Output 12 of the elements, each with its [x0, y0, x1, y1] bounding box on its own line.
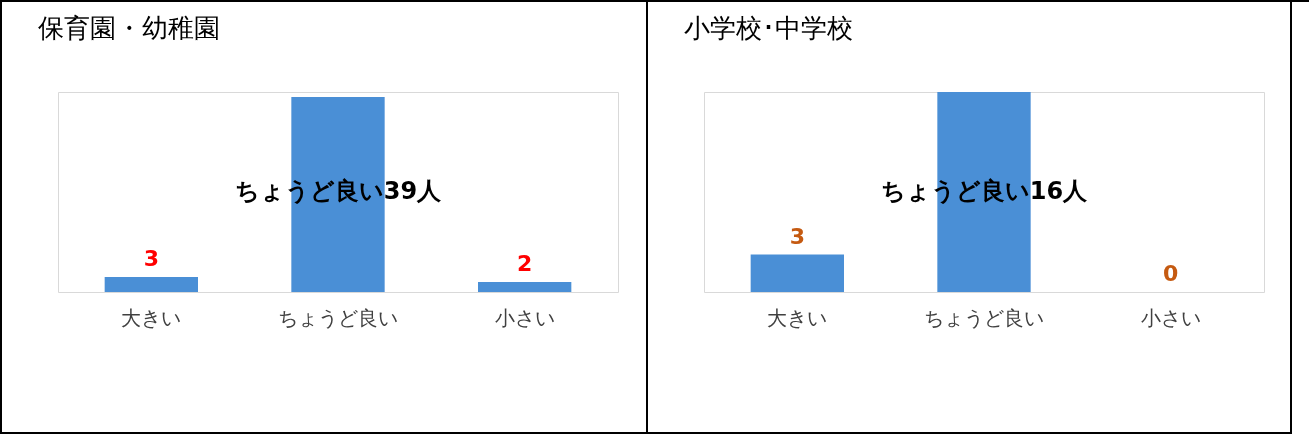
- chart-title: 小学校･中学校: [684, 13, 853, 43]
- x-tick-label: 大きい: [767, 305, 828, 330]
- x-tick-label: 小さい: [494, 305, 555, 330]
- data-label: 0: [1163, 261, 1179, 286]
- data-label: 3: [143, 246, 159, 271]
- chart-title: 保育園・幼稚園: [38, 13, 220, 43]
- data-label: 2: [517, 251, 533, 276]
- x-tick-label: ちょうど良い: [924, 305, 1044, 330]
- x-tick-label: 小さい: [1140, 305, 1201, 330]
- x-tick-label: ちょうど良い: [278, 305, 398, 330]
- x-tick-label: 大きい: [121, 305, 182, 330]
- data-label: 3: [789, 223, 805, 249]
